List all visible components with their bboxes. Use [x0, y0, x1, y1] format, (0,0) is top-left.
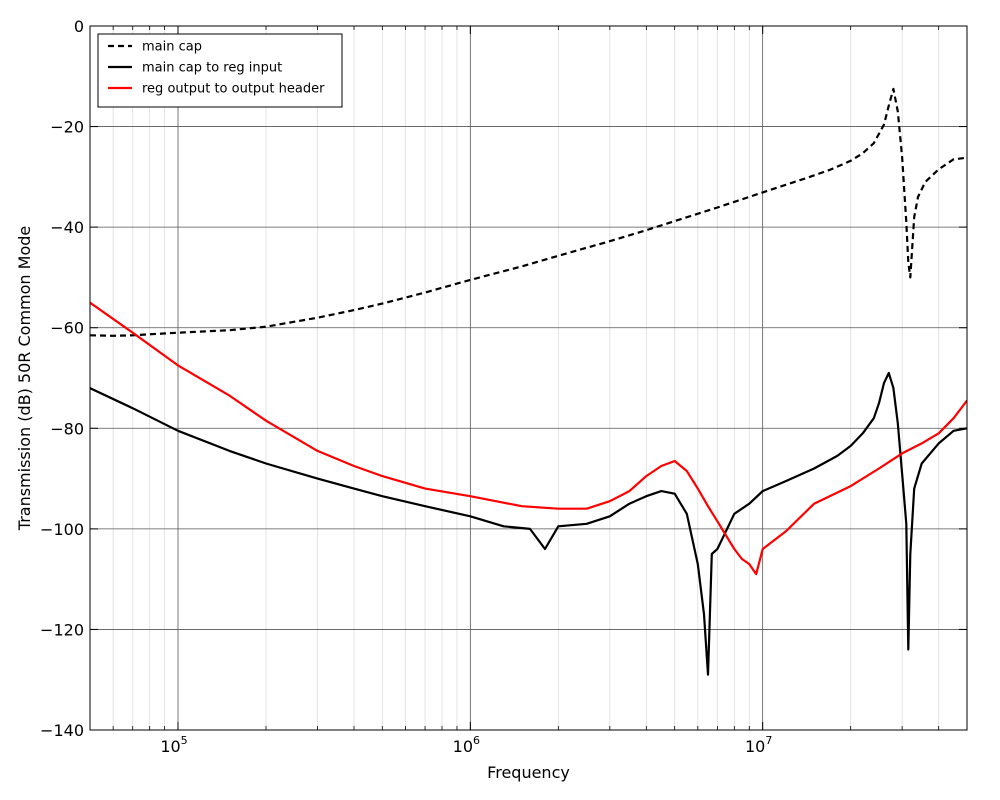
x-tick-label: 105: [160, 734, 187, 756]
y-tick-label: −40: [50, 218, 84, 237]
legend: main cap main cap to reg input reg output …: [97, 33, 343, 108]
x-tick-label-base: 10: [745, 737, 765, 756]
x-tick-label-exponent: 5: [181, 734, 188, 747]
y-tick-label: −60: [50, 319, 84, 338]
plot-frame: [89, 25, 968, 731]
series-line-1: [90, 87, 967, 337]
y-tick-label: −80: [50, 419, 84, 438]
y-tick-label: −120: [40, 620, 84, 639]
series-line-2: [90, 371, 967, 676]
tick-layer: [89, 25, 968, 731]
y-tick-label: 0: [74, 17, 84, 36]
legend-label: main cap: [142, 40, 202, 55]
x-tick-label: 107: [745, 734, 772, 756]
y-tick-label: −100: [40, 520, 84, 539]
legend-label: reg output to output header: [142, 82, 325, 97]
x-axis-label: Frequency: [487, 763, 570, 782]
series-layer: [90, 87, 967, 676]
x-tick-label: 106: [453, 734, 480, 756]
y-tick-label: −140: [40, 721, 84, 740]
y-axis-label: Transmission (dB) 50R Common Mode: [15, 226, 34, 531]
x-tick-label-base: 10: [453, 737, 473, 756]
legend-label: main cap to reg input: [142, 61, 282, 76]
x-tick-label-base: 10: [160, 737, 180, 756]
x-tick-label-exponent: 7: [765, 734, 772, 747]
series-line-3: [90, 301, 967, 576]
legend-box: [97, 33, 343, 108]
grid-layer: [89, 26, 968, 730]
x-tick-label-exponent: 6: [473, 734, 480, 747]
y-tick-label: −20: [50, 118, 84, 137]
